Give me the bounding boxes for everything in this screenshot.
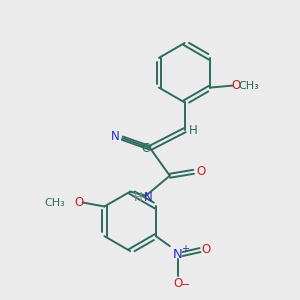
Text: H: H [134,191,142,204]
Text: H: H [189,124,198,137]
Text: O: O [202,243,211,256]
Text: N: N [144,191,152,204]
Text: O: O [232,79,241,92]
Text: CH₃: CH₃ [239,81,260,91]
Text: O: O [74,196,83,209]
Text: CH₃: CH₃ [44,197,65,208]
Text: −: − [181,280,190,290]
Text: O: O [173,277,182,290]
Text: C: C [141,142,149,154]
Text: N: N [173,248,183,260]
Text: N: N [111,130,120,142]
Text: O: O [196,165,205,178]
Text: +: + [181,244,189,254]
